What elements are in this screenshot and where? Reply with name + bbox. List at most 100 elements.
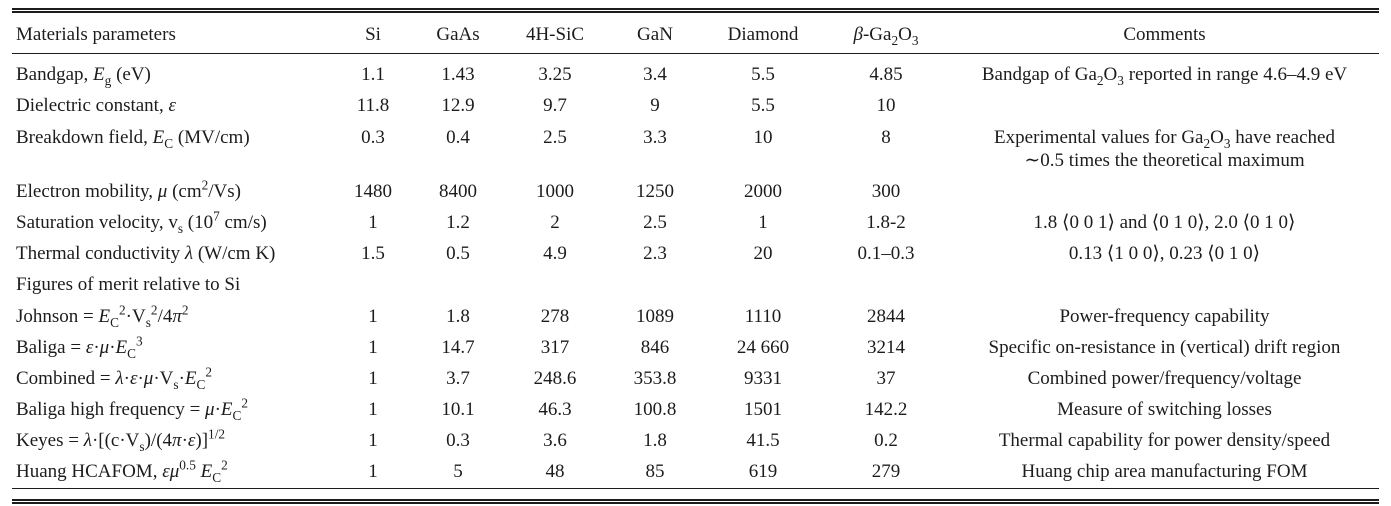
- row-label: Figures of merit relative to Si: [16, 274, 241, 296]
- value-cell: 1: [368, 399, 378, 421]
- value-cell: 10: [876, 95, 896, 117]
- comment-cell: Power-frequency capability: [1059, 305, 1270, 327]
- value-cell: 2.3: [643, 243, 667, 265]
- value-cell: 5.5: [751, 95, 775, 117]
- value-cell: 1: [368, 430, 378, 452]
- value-cell: 8: [881, 126, 891, 148]
- value-cell: 5: [453, 461, 463, 483]
- table-head: Materials parameters Si GaAs 4H-SiC GaN Diamo…: [12, 13, 1379, 54]
- section-row: Figures of merit relative to Si: [12, 269, 1379, 300]
- value-cell: 9331: [744, 367, 782, 389]
- data-row: Saturation velocity, vs (107 cm/s) 1 1.2 2 2…: [12, 207, 1379, 238]
- value-cell: 1.8-2: [866, 212, 906, 234]
- data-row: Keyes = λ·[(c·Vs)/(4π·ε)]1/2 1 0.3 3.6 1.8 41…: [12, 425, 1379, 456]
- value-cell: 0.4: [446, 126, 470, 148]
- value-cell: 2000: [744, 180, 782, 202]
- value-cell: 1.43: [441, 64, 475, 86]
- row-label: Keyes = λ·[(c·Vs)/(4π·ε)]1/2: [16, 426, 226, 455]
- value-cell: 1: [368, 367, 378, 389]
- value-cell: 2.5: [643, 212, 667, 234]
- value-cell: 1250: [636, 180, 674, 202]
- value-cell: 20: [753, 243, 773, 265]
- row-label: Breakdown field, EC (MV/cm): [16, 126, 250, 151]
- row-label: Saturation velocity, vs (107 cm/s): [16, 208, 267, 236]
- comment-cell: Experimental values for Ga2O3 have reach…: [994, 126, 1335, 171]
- value-cell: 1110: [744, 305, 782, 327]
- value-cell: 278: [540, 305, 570, 327]
- comment-cell: Bandgap of Ga2O3 reported in range 4.6–4…: [981, 64, 1348, 88]
- value-cell: 248.6: [533, 367, 577, 389]
- header-row: Materials parameters Si GaAs 4H-SiC GaN Diamo…: [12, 13, 1379, 54]
- column-header-materials-parameters: Materials parameters: [16, 24, 176, 45]
- value-cell: 619: [748, 461, 778, 483]
- value-cell: 41.5: [746, 430, 780, 452]
- value-cell: 48: [545, 461, 565, 483]
- data-row: Baliga = ε·μ·EC3 1 14.7 317 846 24 660 3214 Spe…: [12, 332, 1379, 363]
- row-label: Baliga high frequency = μ·EC2: [16, 395, 249, 423]
- column-header-4h-sic: 4H-SiC: [525, 24, 585, 45]
- comment-cell: Thermal capability for power density/spe…: [998, 430, 1331, 452]
- materials-parameters-table: Materials parameters Si GaAs 4H-SiC GaN Diamo…: [12, 13, 1379, 489]
- value-cell: 12.9: [441, 95, 475, 117]
- value-cell: [412, 269, 504, 300]
- value-cell: 100.8: [633, 399, 677, 421]
- column-header-gan: GaN: [637, 24, 673, 45]
- value-cell: 3214: [867, 336, 905, 358]
- row-label: Combined = λ·ε·μ·Vs·EC2: [16, 364, 213, 392]
- value-cell: 1.8: [446, 305, 470, 327]
- data-row: Johnson = EC2·Vs2/4π2 1 1.8 278 1089 1110 2844…: [12, 301, 1379, 332]
- value-cell: 2844: [867, 305, 905, 327]
- value-cell: 1: [368, 305, 378, 327]
- value-cell: [822, 269, 950, 300]
- row-label: Huang HCAFOM, εμ0.5 EC2: [16, 458, 228, 486]
- row-label: Dielectric constant, ε: [16, 95, 176, 117]
- value-cell: 24 660: [736, 336, 790, 358]
- value-cell: 846: [640, 336, 670, 358]
- value-cell: 1: [758, 212, 768, 234]
- value-cell: 8400: [439, 180, 477, 202]
- value-cell: 4.9: [543, 243, 567, 265]
- value-cell: [504, 269, 606, 300]
- value-cell: 353.8: [633, 367, 677, 389]
- column-header-comments: Comments: [1123, 24, 1206, 45]
- value-cell: 3.3: [643, 126, 667, 148]
- value-cell: 46.3: [538, 399, 572, 421]
- value-cell: 300: [871, 180, 901, 202]
- value-cell: 85: [645, 461, 665, 483]
- row-label: Thermal conductivity λ (W/cm K): [16, 243, 276, 265]
- value-cell: 1: [368, 461, 378, 483]
- data-row: Combined = λ·ε·μ·Vs·EC2 1 3.7 248.6 353.8 933…: [12, 363, 1379, 394]
- comment-cell: [950, 269, 1379, 300]
- value-cell: 3.7: [446, 367, 470, 389]
- value-cell: 0.3: [446, 430, 470, 452]
- value-cell: 0.1–0.3: [857, 243, 915, 265]
- data-row: Thermal conductivity λ (W/cm K) 1.5 0.5 4.9…: [12, 238, 1379, 269]
- row-label: Baliga = ε·μ·EC3: [16, 333, 143, 361]
- value-cell: 1.1: [361, 64, 385, 86]
- value-cell: 1480: [354, 180, 392, 202]
- table-body: Bandgap, Eg (eV) 1.1 1.43 3.25 3.4 5.5 4.85 Ban…: [12, 54, 1379, 489]
- value-cell: 0.2: [874, 430, 898, 452]
- value-cell: [334, 269, 412, 300]
- value-cell: 1000: [536, 180, 574, 202]
- column-header-diamond: Diamond: [727, 24, 799, 45]
- value-cell: 14.7: [441, 336, 475, 358]
- row-label: Electron mobility, μ (cm2/Vs): [16, 177, 242, 202]
- value-cell: 4.85: [869, 64, 903, 86]
- column-header-beta-ga2o3: β-Ga2O3: [853, 24, 919, 48]
- comment-cell: Combined power/frequency/voltage: [1027, 367, 1302, 389]
- value-cell: 9: [650, 95, 660, 117]
- comment-cell: Measure of switching losses: [1057, 399, 1272, 421]
- bottom-gap: [12, 489, 1379, 499]
- value-cell: 10: [753, 126, 773, 148]
- value-cell: 2: [550, 212, 560, 234]
- value-cell: 2.5: [543, 126, 567, 148]
- comment-cell: Specific on-resistance in (vertical) dri…: [988, 336, 1341, 358]
- data-row: Breakdown field, EC (MV/cm) 0.3 0.4 2.5 3.3 1…: [12, 122, 1379, 176]
- comment-cell: [950, 176, 1379, 207]
- data-row: Huang HCAFOM, εμ0.5 EC2 1 5 48 85 619 279 Huang…: [12, 456, 1379, 488]
- data-row: Baliga high frequency = μ·EC2 1 10.1 46.3 10…: [12, 394, 1379, 425]
- data-row: Dielectric constant, ε 11.8 12.9 9.7 9 5.5 10: [12, 90, 1379, 121]
- value-cell: 9.7: [543, 95, 567, 117]
